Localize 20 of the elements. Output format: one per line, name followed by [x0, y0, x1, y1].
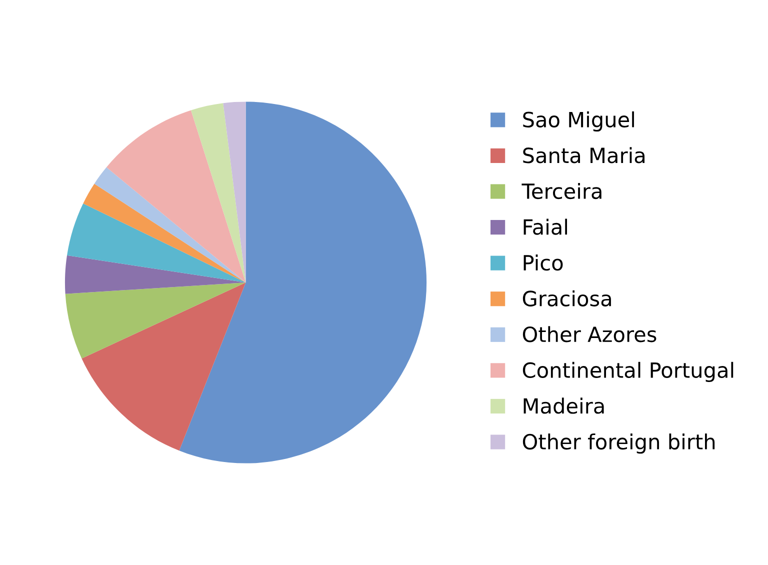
pie-slice: [190, 103, 246, 282]
pie-slice: [179, 102, 427, 464]
pie-slice: [223, 102, 246, 282]
legend-label: Santa Maria: [523, 147, 644, 164]
legend-label: Graciosa: [522, 290, 611, 306]
pie-slice: [67, 203, 246, 282]
legend-label: Other Azores: [522, 326, 656, 342]
pie-slice: [65, 282, 246, 358]
legend-label: Pico: [524, 254, 563, 271]
legend-label: Terceira: [522, 182, 602, 200]
pie-slice: [64, 255, 246, 294]
legend-label: Sao Miguel: [523, 111, 634, 132]
legend-label: Madeira: [524, 398, 604, 414]
pie-slice: [94, 167, 246, 282]
legend-label: Other foreign birth: [522, 433, 715, 454]
pie-slice: [83, 184, 246, 282]
pie-slice: [82, 282, 246, 451]
legend-label: Faial: [524, 218, 567, 235]
legend-label: Continental Portugal: [522, 362, 734, 382]
pie-slice: [106, 110, 246, 282]
